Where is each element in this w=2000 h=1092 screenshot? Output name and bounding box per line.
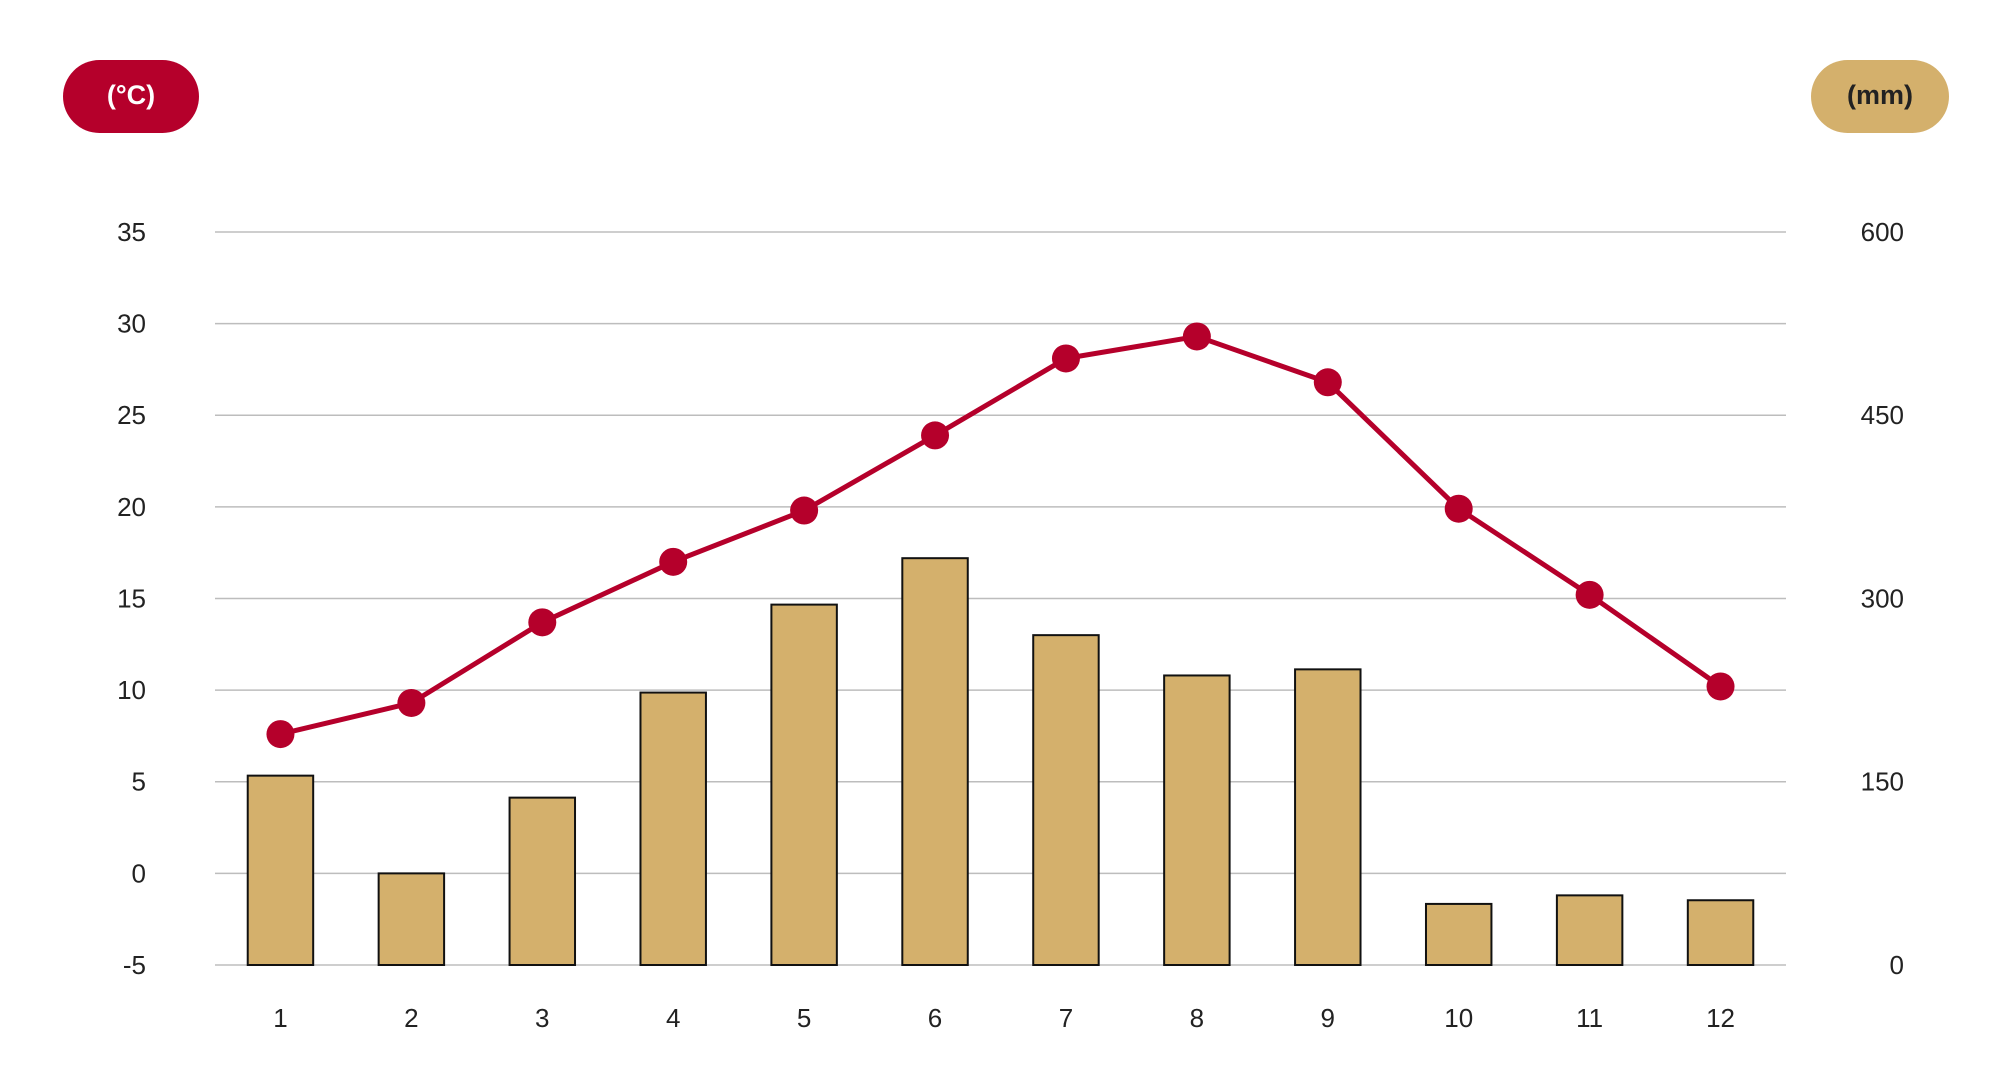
bar xyxy=(1294,668,1362,967)
y2-tick-label: 150 xyxy=(1861,767,1904,797)
y-tick-label: 30 xyxy=(117,309,146,339)
y-tick-label: 35 xyxy=(117,217,146,247)
y-axis-label: (°C) xyxy=(107,80,155,110)
bar xyxy=(246,774,315,966)
point xyxy=(1313,368,1342,397)
bar xyxy=(377,872,446,966)
y-tick-label: 25 xyxy=(117,400,146,430)
y2-label-badge xyxy=(1811,60,1949,133)
y2-tick-label: 0 xyxy=(1890,950,1904,980)
x-tick-label: 4 xyxy=(666,1003,680,1033)
line xyxy=(279,333,1722,737)
bar xyxy=(1032,634,1100,967)
bar xyxy=(1555,894,1624,966)
point xyxy=(1182,322,1211,351)
y-tick-label: 0 xyxy=(132,858,146,888)
y-tick-label: -5 xyxy=(123,950,146,980)
bar xyxy=(901,557,969,966)
y2-tick-label: 450 xyxy=(1861,400,1904,430)
y2-axis-label: (mm) xyxy=(1847,80,1913,110)
bar xyxy=(639,691,707,967)
bar xyxy=(1686,899,1755,966)
x-tick-label: 5 xyxy=(797,1003,811,1033)
bar xyxy=(1163,674,1231,967)
x-tick-label: 9 xyxy=(1321,1003,1335,1033)
y-tick-label: 15 xyxy=(117,583,146,613)
point xyxy=(528,608,557,637)
x-tick-label: 3 xyxy=(535,1003,549,1033)
y-label-badge xyxy=(63,60,199,133)
point xyxy=(1706,672,1735,701)
point xyxy=(266,720,295,749)
x-tick-label: 7 xyxy=(1059,1003,1073,1033)
point xyxy=(921,421,950,450)
point xyxy=(659,547,688,576)
bar xyxy=(508,796,577,966)
y-tick-label: 20 xyxy=(117,492,146,522)
x-tick-label: 2 xyxy=(404,1003,418,1033)
x-tick-label: 6 xyxy=(928,1003,942,1033)
x-tick-label: 11 xyxy=(1576,1003,1603,1033)
x-tick-label: 8 xyxy=(1190,1003,1204,1033)
x-tick-label: 10 xyxy=(1444,1003,1473,1033)
x-tick-label: 12 xyxy=(1706,1003,1735,1033)
point xyxy=(1051,344,1080,373)
point xyxy=(397,688,426,717)
y-tick-label: 10 xyxy=(117,675,146,705)
point xyxy=(1444,494,1473,523)
bar xyxy=(1424,902,1493,967)
point xyxy=(790,496,819,525)
bar xyxy=(770,603,838,966)
point xyxy=(1575,580,1604,609)
x-tick-label: 1 xyxy=(273,1003,287,1033)
y2-tick-label: 600 xyxy=(1861,217,1904,247)
y2-tick-label: 300 xyxy=(1861,583,1904,613)
y-tick-label: 5 xyxy=(132,767,146,797)
